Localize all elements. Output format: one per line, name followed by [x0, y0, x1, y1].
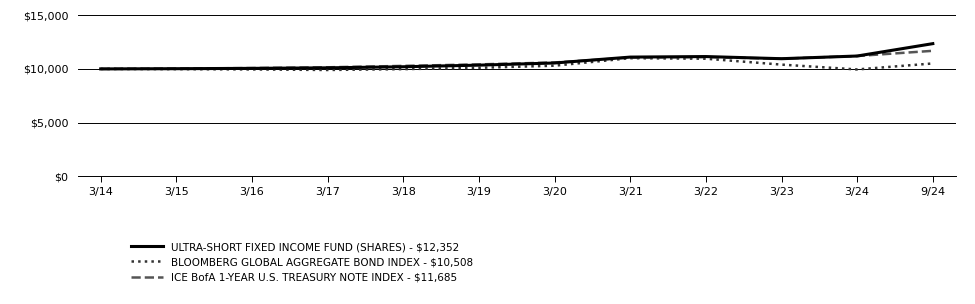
- Legend: ULTRA-SHORT FIXED INCOME FUND (SHARES) - $12,352, BLOOMBERG GLOBAL AGGREGATE BON: ULTRA-SHORT FIXED INCOME FUND (SHARES) -…: [127, 238, 477, 287]
